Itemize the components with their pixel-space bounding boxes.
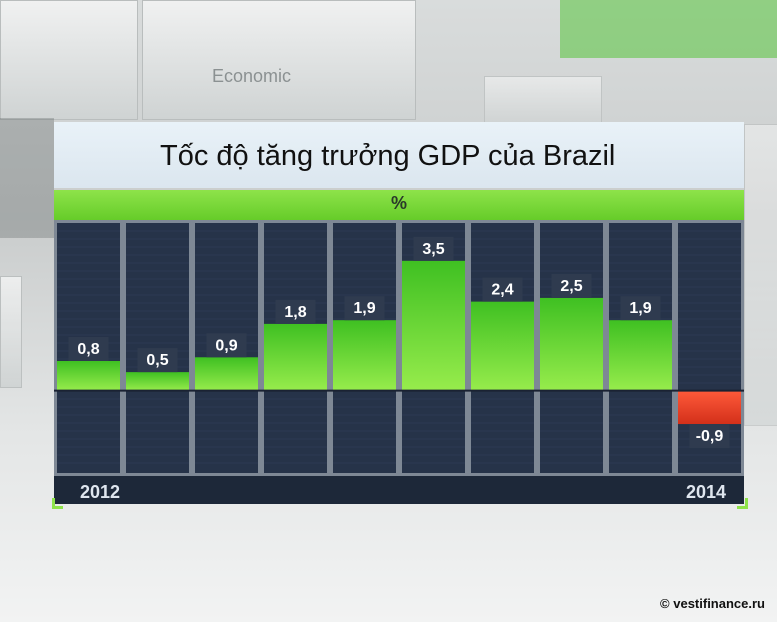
unit-label: % — [390, 193, 407, 213]
value-label-box — [413, 236, 454, 261]
background-panel-right — [744, 124, 777, 426]
background-green-bar — [560, 0, 777, 58]
bar — [126, 372, 189, 391]
background-panel-left — [0, 0, 138, 120]
value-label-box — [482, 277, 523, 302]
bar — [264, 323, 327, 391]
value-label-box — [551, 273, 592, 298]
value-label: 2,5 — [560, 278, 582, 295]
bar — [540, 297, 603, 391]
bar — [57, 360, 120, 391]
bar — [195, 357, 258, 391]
background-box — [484, 76, 602, 126]
value-label-box — [620, 296, 661, 321]
year-end-label: 2014 — [686, 482, 727, 502]
title-box — [54, 122, 744, 188]
value-label-box — [689, 424, 730, 449]
value-label: 3,5 — [422, 241, 444, 258]
frame-corner-left — [52, 498, 63, 509]
year-start-label: 2012 — [80, 482, 121, 502]
bar — [471, 301, 534, 391]
bar-chart: 0,8 0,5 0,9 1,8 1,9 3,5 2,4 2,5 1,9 -0,9 — [54, 220, 744, 476]
bar — [609, 320, 672, 391]
value-label: 2,4 — [491, 282, 513, 299]
column-panel — [126, 223, 189, 473]
value-label: 1,9 — [353, 300, 375, 317]
value-label: 0,8 — [77, 341, 99, 358]
chart-title: Tốc độ tăng trưởng GDP của Brazil — [160, 140, 616, 172]
year-strip — [54, 476, 744, 504]
bar — [333, 320, 396, 391]
value-label: -0,9 — [696, 428, 724, 445]
value-label-box — [275, 299, 316, 324]
background-shadow — [0, 118, 54, 238]
value-label-box — [344, 296, 385, 321]
bar — [678, 390, 741, 425]
bar — [402, 260, 465, 391]
value-label: 1,8 — [284, 304, 306, 321]
value-label: 0,5 — [146, 352, 168, 369]
unit-bar: % — [54, 190, 744, 220]
value-label-box — [206, 333, 247, 358]
value-label-box — [68, 336, 109, 361]
frame-corner-right — [737, 498, 748, 509]
value-label-box — [137, 348, 178, 373]
watermark: © vestifinance.ru — [660, 596, 765, 611]
background-panel-small — [0, 276, 22, 388]
background-panel-center — [142, 0, 416, 120]
value-label: 1,9 — [629, 300, 651, 317]
background-economic-text: Economic — [212, 66, 292, 86]
value-label: 0,9 — [215, 337, 237, 354]
